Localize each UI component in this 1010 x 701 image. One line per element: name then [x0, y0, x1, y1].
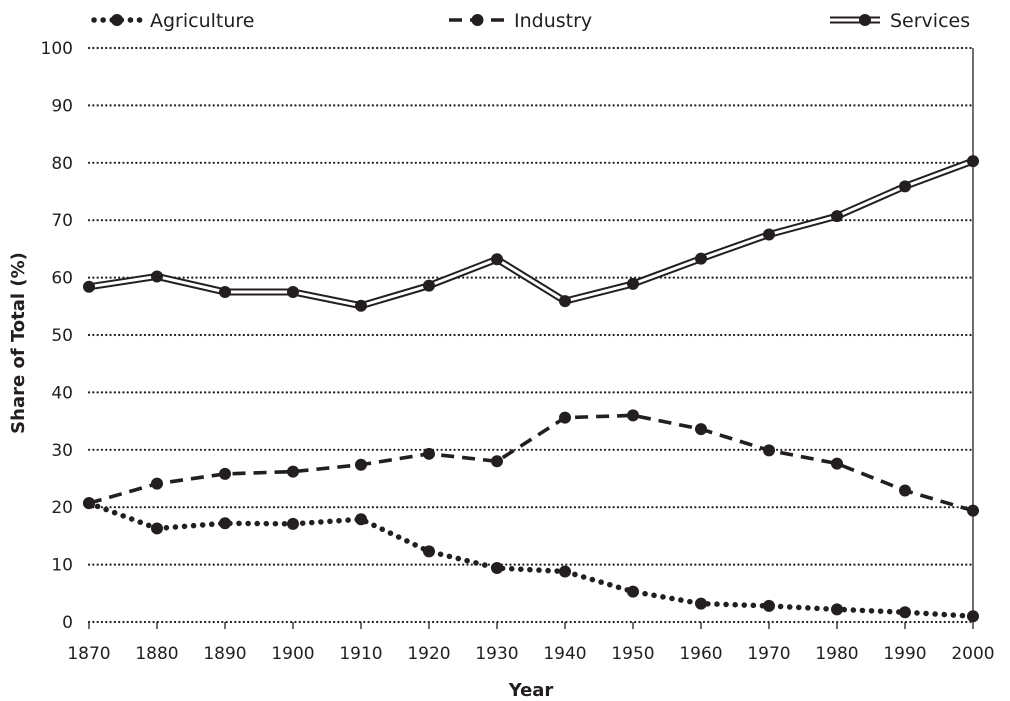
legend-label-agriculture: Agriculture: [150, 10, 255, 32]
series-agriculture-line: [86, 500, 976, 620]
services-point-1920: [423, 279, 435, 292]
industry-point-1950: [627, 409, 639, 422]
agriculture-point-1880: [151, 522, 163, 535]
industry-point-1990: [899, 484, 911, 497]
industry-point-1910: [355, 458, 367, 471]
x-tick-label-1940: 1940: [543, 644, 586, 664]
agriculture-point-1990: [899, 606, 911, 619]
x-tick-label-1950: 1950: [611, 644, 654, 664]
y-tick-label-30: 30: [51, 441, 73, 461]
industry-point-1960: [695, 423, 707, 436]
y-tick-label-60: 60: [51, 269, 73, 289]
y-gridlines: [87, 46, 975, 566]
agriculture-point-1970: [763, 599, 775, 612]
y-tick-label-70: 70: [51, 211, 73, 231]
legend-item-industry: Industry: [449, 10, 592, 32]
agriculture-point-1960: [695, 597, 707, 610]
agriculture-point-1910: [355, 513, 367, 526]
series-services: [83, 155, 979, 312]
legend-marker-agriculture: [111, 14, 123, 26]
legend: Agriculture Industry Services: [91, 10, 970, 32]
services-point-2000: [967, 155, 979, 168]
legend-label-industry: Industry: [514, 10, 592, 32]
agriculture-point-1920: [423, 545, 435, 558]
y-tick-label-10: 10: [51, 556, 73, 576]
legend-item-services: Services: [830, 10, 970, 32]
agriculture-point-1890: [219, 517, 231, 530]
services-point-1970: [763, 228, 775, 241]
services-point-1880: [151, 270, 163, 283]
series-industry-line: [88, 413, 974, 513]
y-tick-label-40: 40: [51, 383, 73, 403]
x-tick-label-1960: 1960: [679, 644, 722, 664]
agriculture-point-1940: [559, 565, 571, 578]
services-point-1960: [695, 252, 707, 265]
legend-marker-industry: [471, 14, 484, 26]
y-tick-label-20: 20: [51, 498, 73, 518]
industry-point-1980: [831, 457, 843, 470]
y-axis-title: Share of Total (%): [8, 252, 29, 434]
agriculture-point-1980: [831, 603, 843, 616]
y-tick-label-80: 80: [51, 154, 73, 174]
y-tick-label-50: 50: [51, 326, 73, 346]
services-point-1990: [899, 180, 911, 193]
x-tick-label-1870: 1870: [67, 644, 110, 664]
services-point-1870: [83, 280, 95, 293]
services-point-1930: [491, 253, 503, 266]
legend-item-agriculture: Agriculture: [91, 10, 255, 32]
x-tick-label-1880: 1880: [135, 644, 178, 664]
industry-point-1940: [559, 411, 571, 424]
x-tick-label-1980: 1980: [815, 644, 858, 664]
x-tick-label-2000: 2000: [951, 644, 994, 664]
legend-marker-services: [859, 14, 871, 26]
services-point-1980: [831, 210, 843, 223]
industry-point-2000: [967, 504, 979, 517]
agriculture-point-1950: [627, 585, 639, 598]
x-tick-label-1990: 1990: [883, 644, 926, 664]
industry-point-1880: [151, 477, 163, 490]
x-tick-label-1970: 1970: [747, 644, 790, 664]
x-tick-label-1890: 1890: [203, 644, 246, 664]
agriculture-point-1900: [287, 517, 299, 530]
services-point-1940: [559, 295, 571, 308]
industry-point-1890: [219, 467, 231, 480]
series-agriculture: [83, 497, 979, 623]
industry-point-1920: [423, 447, 435, 460]
services-point-1950: [627, 277, 639, 290]
x-tick-label-1930: 1930: [475, 644, 518, 664]
y-tick-label-90: 90: [51, 96, 73, 116]
x-tick-label-1900: 1900: [271, 644, 314, 664]
services-point-1900: [287, 285, 299, 298]
x-axis-title: Year: [508, 680, 554, 701]
agriculture-point-1930: [491, 562, 503, 575]
industry-point-1970: [763, 444, 775, 457]
industry-point-1930: [491, 455, 503, 468]
legend-label-services: Services: [890, 10, 970, 32]
agriculture-point-2000: [967, 610, 979, 623]
x-tick-label-1920: 1920: [407, 644, 450, 664]
series-services-line-outer: [88, 157, 975, 310]
y-tick-label-0: 0: [62, 613, 73, 633]
services-point-1910: [355, 299, 367, 312]
services-point-1890: [219, 285, 231, 298]
x-tick-label-1910: 1910: [339, 644, 382, 664]
series-services-line-inner: [88, 159, 974, 308]
industry-point-1870: [83, 497, 95, 510]
series-industry: [83, 409, 979, 517]
y-tick-label-100: 100: [41, 39, 73, 59]
industry-point-1900: [287, 465, 299, 478]
